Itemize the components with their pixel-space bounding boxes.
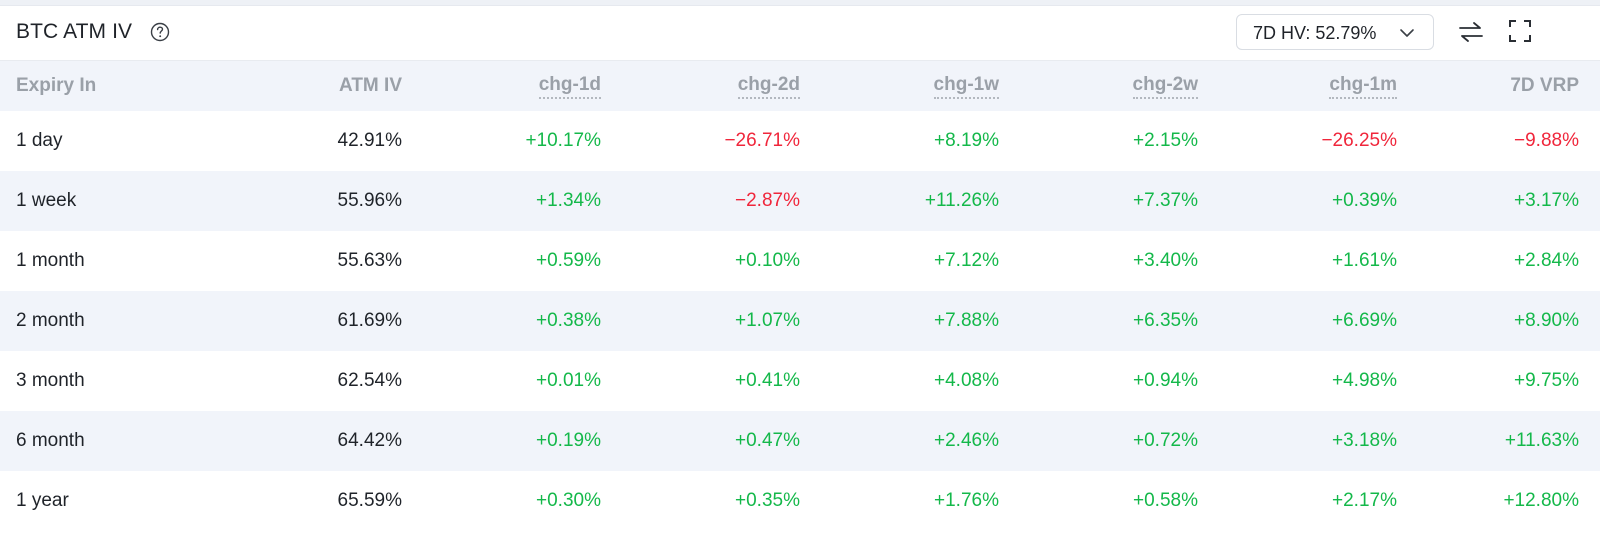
question-circle-icon[interactable] xyxy=(150,22,170,42)
col-header-chg-1m-label: chg-1m xyxy=(1329,74,1397,99)
cell-chg-1d: +1.34% xyxy=(536,190,601,211)
chevron-down-icon xyxy=(1400,29,1414,37)
table-row: 1 month 55.63% +0.59% +0.10% +7.12% +3.4… xyxy=(0,231,1600,291)
table-row: 1 day 42.91% +10.17% −26.71% +8.19% +2.1… xyxy=(0,111,1600,171)
cell-7d-vrp: +9.75% xyxy=(1514,370,1579,391)
table-row: 1 week 55.96% +1.34% −2.87% +11.26% +7.3… xyxy=(0,171,1600,231)
cell-chg-2w: +7.37% xyxy=(1133,190,1198,211)
cell-chg-1m: +2.17% xyxy=(1332,490,1397,511)
atm-iv-table: Expiry In ATM IV chg-1d chg-2d chg-1w ch… xyxy=(0,61,1600,531)
cell-expiry: 3 month xyxy=(16,370,85,391)
col-header-chg-1w-label: chg-1w xyxy=(933,74,999,99)
cell-chg-1w: +11.26% xyxy=(924,190,999,211)
cell-chg-1w: +1.76% xyxy=(934,490,999,511)
cell-chg-2d: +0.47% xyxy=(735,430,800,451)
cell-chg-1w: +7.88% xyxy=(934,310,999,331)
cell-7d-vrp: +8.90% xyxy=(1514,310,1579,331)
col-header-chg-2w-label: chg-2w xyxy=(1132,74,1198,99)
cell-atm-iv: 64.42% xyxy=(337,430,402,451)
cell-atm-iv: 55.96% xyxy=(337,190,402,211)
table-row: 3 month 62.54% +0.01% +0.41% +4.08% +0.9… xyxy=(0,351,1600,411)
cell-chg-2w: +0.58% xyxy=(1133,490,1198,511)
table-row: 1 year 65.59% +0.30% +0.35% +1.76% +0.58… xyxy=(0,471,1600,531)
col-header-chg-2d-label: chg-2d xyxy=(737,74,800,99)
cell-7d-vrp: +3.17% xyxy=(1514,190,1579,211)
cell-chg-1m: +0.39% xyxy=(1332,190,1397,211)
cell-chg-2d: −26.71% xyxy=(724,130,800,151)
cell-chg-2w: +6.35% xyxy=(1133,310,1198,331)
table-row: 6 month 64.42% +0.19% +0.47% +2.46% +0.7… xyxy=(0,411,1600,471)
col-header-chg-2w[interactable]: chg-2w xyxy=(1132,61,1198,111)
cell-chg-1d: +0.01% xyxy=(536,370,601,391)
cell-expiry: 1 month xyxy=(16,250,85,271)
cell-chg-1d: +10.17% xyxy=(525,130,601,151)
cell-atm-iv: 61.69% xyxy=(337,310,402,331)
hv-period-select[interactable]: 7D HV: 52.79% xyxy=(1236,14,1434,50)
cell-expiry: 1 week xyxy=(16,190,77,211)
fullscreen-icon[interactable] xyxy=(1508,19,1532,43)
cell-expiry: 6 month xyxy=(16,430,85,451)
table-row: 2 month 61.69% +0.38% +1.07% +7.88% +6.3… xyxy=(0,291,1600,351)
cell-chg-1m: +3.18% xyxy=(1332,430,1397,451)
cell-atm-iv: 62.54% xyxy=(337,370,402,391)
cell-chg-2d: −2.87% xyxy=(735,190,800,211)
cell-chg-1w: +2.46% xyxy=(934,430,999,451)
cell-chg-1w: +4.08% xyxy=(934,370,999,391)
cell-chg-2w: +3.40% xyxy=(1133,250,1198,271)
cell-7d-vrp: +2.84% xyxy=(1514,250,1579,271)
swap-arrows-icon[interactable] xyxy=(1458,21,1484,43)
cell-7d-vrp: +11.63% xyxy=(1504,430,1579,451)
table-header-row: Expiry In ATM IV chg-1d chg-2d chg-1w ch… xyxy=(0,61,1600,111)
hv-select-value: 7D HV: 52.79% xyxy=(1253,23,1377,43)
col-header-chg-1w[interactable]: chg-1w xyxy=(933,61,999,111)
cell-expiry: 2 month xyxy=(16,310,85,331)
panel-title: BTC ATM IV xyxy=(16,20,133,43)
cell-expiry: 1 year xyxy=(16,490,69,511)
col-header-7d-vrp: 7D VRP xyxy=(1510,75,1579,96)
cell-chg-2w: +2.15% xyxy=(1133,130,1198,151)
cell-chg-2d: +0.10% xyxy=(735,250,800,271)
col-header-chg-1m[interactable]: chg-1m xyxy=(1329,61,1397,111)
cell-chg-1m: +4.98% xyxy=(1332,370,1397,391)
col-header-atm-iv: ATM IV xyxy=(339,75,402,96)
cell-chg-1w: +8.19% xyxy=(934,130,999,151)
col-header-chg-1d-label: chg-1d xyxy=(538,74,601,99)
cell-chg-2d: +0.41% xyxy=(735,370,800,391)
cell-chg-2d: +0.35% xyxy=(735,490,800,511)
col-header-expiry: Expiry In xyxy=(16,75,97,96)
cell-7d-vrp: −9.88% xyxy=(1514,130,1579,151)
cell-chg-1d: +0.59% xyxy=(536,250,601,271)
panel-header: BTC ATM IV 7D HV: 52.79% xyxy=(0,6,1600,61)
cell-7d-vrp: +12.80% xyxy=(1503,490,1579,511)
col-header-chg-1d[interactable]: chg-1d xyxy=(538,61,601,111)
cell-atm-iv: 42.91% xyxy=(337,130,402,151)
col-header-chg-2d[interactable]: chg-2d xyxy=(737,61,800,111)
atm-iv-panel: BTC ATM IV 7D HV: 52.79% Expiry In ATM I… xyxy=(0,5,1600,541)
cell-atm-iv: 55.63% xyxy=(337,250,402,271)
cell-chg-2d: +1.07% xyxy=(735,310,800,331)
cell-chg-2w: +0.72% xyxy=(1133,430,1198,451)
cell-chg-2w: +0.94% xyxy=(1133,370,1198,391)
cell-atm-iv: 65.59% xyxy=(337,490,402,511)
cell-chg-1d: +0.38% xyxy=(536,310,601,331)
cell-chg-1m: +1.61% xyxy=(1332,250,1397,271)
cell-chg-1w: +7.12% xyxy=(934,250,999,271)
cell-chg-1d: +0.30% xyxy=(536,490,601,511)
cell-chg-1d: +0.19% xyxy=(536,430,601,451)
cell-chg-1m: −26.25% xyxy=(1321,130,1397,151)
cell-expiry: 1 day xyxy=(16,130,63,151)
cell-chg-1m: +6.69% xyxy=(1332,310,1397,331)
